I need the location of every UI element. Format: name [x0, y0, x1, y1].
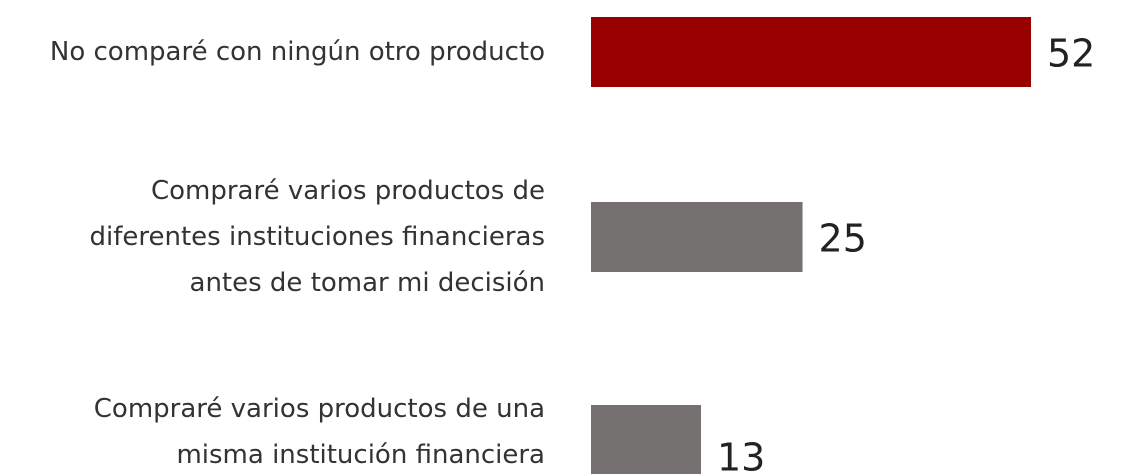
value-label: 25 — [819, 217, 867, 261]
bar — [591, 202, 803, 272]
value-label: 52 — [1047, 32, 1095, 76]
category-label: No comparé con ningún otro producto — [49, 37, 545, 67]
value-label: 13 — [717, 436, 765, 474]
bar — [591, 17, 1031, 87]
category-label: Compraré varios productos de diferentes … — [89, 176, 545, 298]
bar — [591, 405, 701, 474]
category-label: Compraré varios productos de una misma i… — [93, 394, 545, 470]
